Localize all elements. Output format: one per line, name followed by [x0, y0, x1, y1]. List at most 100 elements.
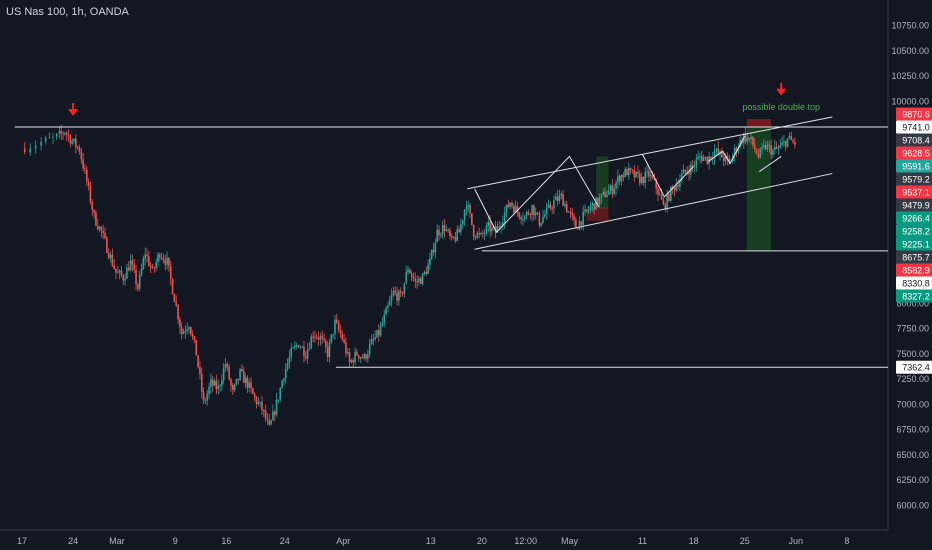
candle-body	[113, 265, 115, 269]
candle-body	[124, 278, 126, 281]
price-label-text: 8330.8	[902, 279, 930, 289]
candle-body	[303, 346, 305, 357]
candle-body	[555, 196, 557, 201]
candle-body	[244, 377, 247, 383]
channel-line	[467, 116, 833, 190]
candle-body	[757, 153, 760, 158]
candle-body	[750, 136, 752, 140]
price-label-badge	[896, 120, 932, 134]
candle-body	[58, 131, 61, 134]
candle-body	[84, 168, 86, 170]
candle-body	[405, 271, 407, 284]
candle-body	[266, 418, 269, 420]
candle-body	[173, 294, 176, 303]
candle-body	[242, 371, 245, 383]
candle-body	[443, 225, 446, 231]
candle-body	[589, 205, 592, 210]
candle-body	[461, 220, 464, 225]
y-tick-label: 10000.00	[891, 96, 929, 106]
candle-body	[177, 305, 179, 320]
down-arrow-head-icon	[68, 108, 79, 116]
candle-body	[82, 159, 84, 169]
candle-body	[40, 141, 42, 146]
price-label-text: 9708.4	[902, 136, 930, 146]
candle-body	[651, 175, 654, 179]
candle-body	[618, 176, 621, 182]
candle-body	[401, 292, 404, 294]
candle-body	[290, 348, 292, 358]
candle-body	[388, 300, 391, 306]
candle-body	[299, 347, 302, 349]
candle-body	[370, 339, 373, 345]
candle-body	[228, 366, 230, 380]
price-label-badge	[896, 250, 932, 264]
candle-body	[348, 352, 351, 363]
candle-body	[748, 137, 751, 140]
candle-body	[204, 400, 207, 402]
x-tick-label: 8	[844, 536, 849, 546]
candle-body	[482, 233, 484, 235]
candle-body	[669, 186, 672, 201]
candle-body	[314, 336, 316, 338]
candle-body	[584, 209, 586, 212]
candle-body	[684, 169, 687, 172]
candle-body	[416, 281, 418, 283]
candle-body	[200, 373, 203, 392]
candle-body	[414, 278, 417, 282]
x-tick-label: 16	[221, 536, 231, 546]
x-tick-label: 11	[638, 536, 647, 546]
candle-body	[184, 331, 187, 333]
candle-body	[657, 188, 659, 195]
candle-body	[71, 141, 73, 144]
candle-body	[613, 188, 616, 194]
candle-body	[257, 402, 260, 405]
candle-body	[533, 205, 535, 216]
candle-body	[545, 207, 548, 215]
candle-body	[326, 347, 329, 358]
candle-body	[231, 385, 234, 391]
candle-body	[660, 194, 663, 200]
candle-body	[440, 234, 442, 236]
candle-body	[671, 186, 674, 188]
candle-body	[29, 148, 32, 153]
candle-body	[527, 212, 530, 215]
candle-body	[217, 385, 219, 390]
candle-body	[721, 151, 723, 158]
price-label-badge	[896, 289, 932, 303]
candle-body	[95, 212, 97, 226]
candle-body	[544, 214, 546, 217]
price-label-badge	[896, 159, 932, 173]
candle-body	[752, 136, 754, 146]
candle-body	[390, 295, 393, 301]
candle-body	[467, 205, 470, 208]
candle-body	[511, 202, 513, 206]
x-tick-label: 12:00	[514, 536, 537, 546]
candle-body	[48, 137, 51, 139]
candle-body	[547, 204, 550, 208]
candle-body	[421, 273, 424, 284]
candle-body	[786, 138, 789, 147]
candle-body	[399, 291, 402, 293]
candle-body	[153, 267, 156, 269]
candle-body	[764, 145, 767, 150]
y-tick-label: 6750.00	[896, 425, 929, 435]
candle-body	[567, 211, 570, 213]
x-tick-label: 24	[280, 536, 290, 546]
x-tick-label: May	[561, 536, 579, 546]
candle-body	[210, 379, 212, 387]
candle-body	[67, 134, 70, 136]
candle-body	[695, 159, 698, 166]
candle-body	[713, 150, 716, 159]
candle-body	[784, 141, 787, 147]
x-tick-label: Mar	[109, 536, 125, 546]
candle-body	[556, 196, 559, 202]
candle-body	[306, 349, 309, 359]
candle-body	[328, 342, 331, 358]
candle-body	[514, 206, 517, 213]
candle-body	[441, 225, 444, 235]
candle-body	[710, 156, 712, 159]
candle-body	[452, 236, 455, 238]
candle-body	[277, 399, 280, 401]
